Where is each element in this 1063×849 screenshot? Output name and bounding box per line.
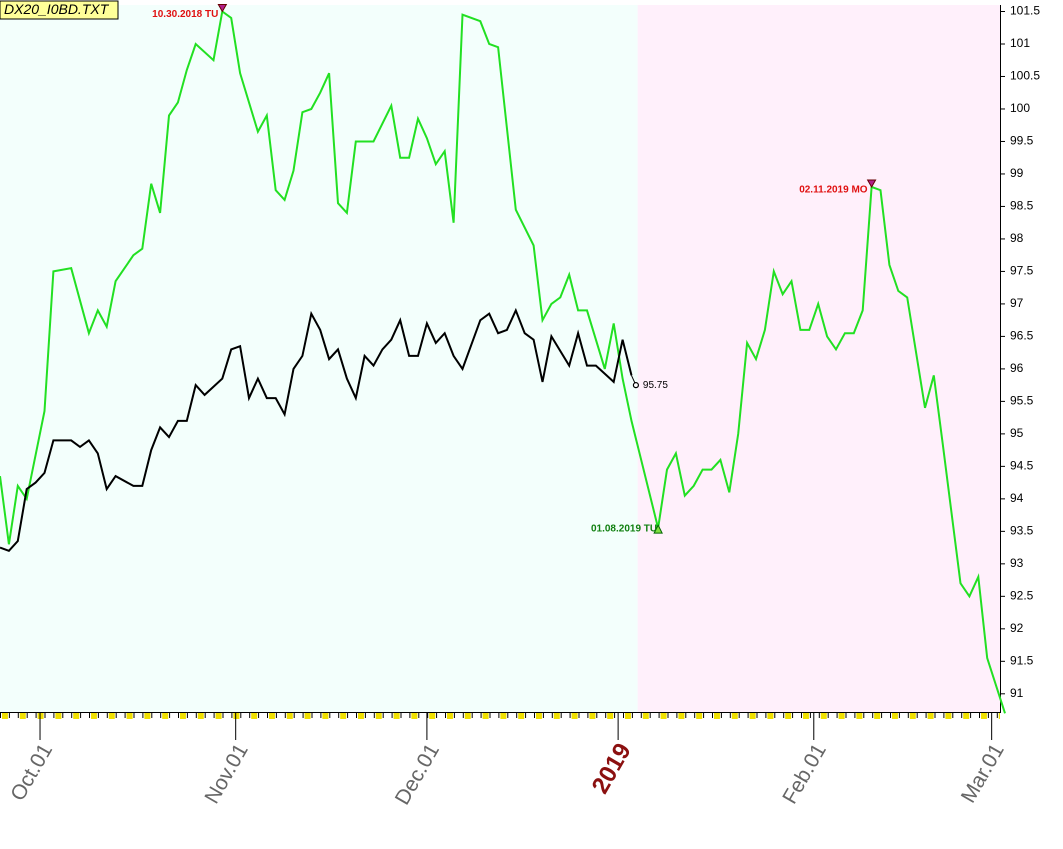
trough-marker [653,523,663,534]
peak-label: 02.11.2019 MO [799,185,868,196]
y-tick-label: 98.5 [1010,199,1034,213]
x-tick-label: 2019 [587,739,637,799]
y-tick-label: 99 [1010,166,1024,180]
y-tick-label: 96 [1010,361,1024,375]
y-tick-label: 101 [1010,36,1030,50]
peak-marker [866,179,877,188]
series-line [0,9,1006,714]
y-tick-label: 93.5 [1010,524,1034,538]
y-tick-label: 99.5 [1010,134,1034,148]
y-tick-label: 100.5 [1010,69,1040,83]
y-tick-label: 94.5 [1010,459,1034,473]
y-tick-label: 97 [1010,296,1024,310]
peak-marker [217,3,228,13]
x-tick-label: Oct.01 [6,740,57,805]
y-tick-label: 100 [1010,101,1030,115]
region [0,5,638,712]
y-tick-label: 91.5 [1010,653,1034,667]
x-tick-label: Dec.01 [391,740,444,809]
y-tick-label: 94 [1010,491,1024,505]
y-tick-label: 101.5 [1010,4,1040,18]
y-tick-label: 92.5 [1010,589,1034,603]
x-tick-label: Feb.01 [778,740,831,808]
y-tick-label: 93 [1010,556,1024,570]
last-value-label: 95.75 [643,380,668,391]
last-value-dot [632,382,640,389]
x-tick-label: Mar.01 [957,740,1009,807]
y-tick-label: 96.5 [1010,329,1034,343]
y-tick-label: 95 [1010,426,1024,440]
title-box [0,0,119,20]
y-tick-label: 92 [1010,621,1024,635]
background [0,5,1000,712]
day-ticks [0,712,1000,719]
x-tick-label: Nov.01 [200,740,252,808]
y-tick-label: 98 [1010,231,1024,245]
chart-title: DX20_I0BD.TXT [4,1,110,17]
y-tick-label: 97.5 [1010,264,1034,278]
peak-label: 10.30.2018 TU [152,9,218,20]
y-tick-label: 91 [1010,686,1024,700]
trough-label: 01.08.2019 TU [591,524,657,535]
series-line [0,307,633,552]
region [637,5,1000,712]
y-tick-label: 95.5 [1010,394,1034,408]
